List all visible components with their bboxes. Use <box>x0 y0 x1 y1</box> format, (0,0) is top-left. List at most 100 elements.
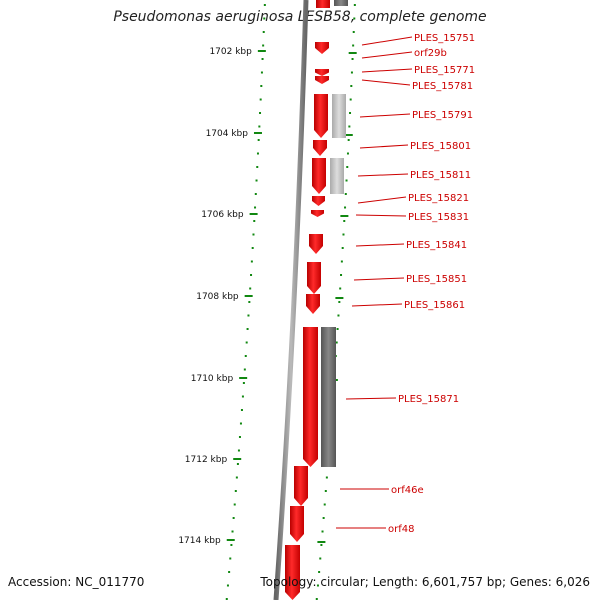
scale-dot <box>243 368 246 371</box>
gene-feature <box>303 327 318 467</box>
gene-feature <box>315 69 329 76</box>
gene-leader-line <box>361 36 413 46</box>
tick-mark <box>239 377 248 379</box>
scale-dot <box>338 301 341 303</box>
scale-dot <box>350 71 353 74</box>
scale-dot <box>250 274 253 276</box>
scale-dot <box>349 112 352 114</box>
scale-dot <box>323 503 326 506</box>
gene-feature <box>309 234 323 254</box>
scale-dot <box>232 517 235 519</box>
scale-dot <box>230 544 233 546</box>
gene-label[interactable]: PLES_15751 <box>414 33 475 44</box>
scale-dot <box>339 287 342 290</box>
gene-feature <box>311 210 324 217</box>
scale-dot <box>236 463 239 465</box>
gene-label[interactable]: orf46e <box>391 485 424 496</box>
scale-dot <box>250 260 253 263</box>
scale-dot <box>353 17 356 20</box>
tick-label: 1704 kbp <box>206 129 249 139</box>
tick-label: 1714 kbp <box>178 536 221 546</box>
axis-ticks: 1702 kbp 1704 kbp 1706 kbp 1708 kbp 1710 kbp… <box>178 47 357 546</box>
scale-dot <box>315 598 318 600</box>
scale-dot <box>240 409 243 411</box>
tick-mark <box>340 215 349 217</box>
gene-feature <box>307 262 321 294</box>
tick-label: 1710 kbp <box>191 374 234 384</box>
tick-label: 1708 kbp <box>196 292 239 302</box>
scale-dot <box>337 314 340 317</box>
scale-dot <box>242 382 245 384</box>
gene-leader-line <box>353 277 405 281</box>
gene-leader-line <box>357 196 407 204</box>
gene-label[interactable]: PLES_15841 <box>406 240 467 251</box>
scale-dot <box>229 557 232 560</box>
scale-dot <box>226 584 229 587</box>
tick-mark <box>344 134 353 136</box>
gene-labels: PLES_15751 orf29b PLES_15771 PLES_15781 PLES… <box>336 33 475 535</box>
scale-dot <box>257 139 260 141</box>
scale-dot <box>241 395 244 398</box>
scale-dot <box>247 314 250 317</box>
gene-feature <box>315 76 329 84</box>
scale-dot <box>263 4 266 6</box>
gene-label[interactable]: PLES_15791 <box>412 110 473 121</box>
gene-label[interactable]: PLES_15821 <box>408 193 469 204</box>
gene-label[interactable]: PLES_15861 <box>404 300 465 311</box>
scale-dot <box>322 517 325 519</box>
scale-dot <box>262 31 265 33</box>
gene-feature <box>315 42 329 54</box>
gene-feature <box>306 294 320 314</box>
scale-dot <box>254 193 257 195</box>
scale-dot <box>252 233 255 236</box>
scale-dot <box>353 4 356 6</box>
scale-dot <box>245 341 248 344</box>
gene-feature <box>312 158 326 194</box>
scale-dot <box>348 125 351 128</box>
gene-features <box>285 0 348 600</box>
scale-dot <box>336 328 339 330</box>
gene-label[interactable]: orf29b <box>414 48 447 59</box>
scale-dot <box>346 166 349 168</box>
gene-label[interactable]: PLES_15781 <box>412 81 473 92</box>
scale-dot <box>352 44 355 47</box>
scale-dot <box>350 85 353 87</box>
scale-dot <box>320 544 323 546</box>
tick-mark <box>244 295 253 297</box>
gene-leader-line <box>345 397 397 400</box>
scale-dot <box>260 85 263 87</box>
scale-dot <box>325 476 328 479</box>
tick-mark <box>257 50 266 52</box>
gene-feature <box>316 0 330 8</box>
gene-label[interactable]: PLES_15831 <box>408 212 469 223</box>
tick-label: 1702 kbp <box>209 47 252 57</box>
accession-text: Accession: NC_011770 <box>8 575 145 589</box>
scale-dot <box>228 571 231 573</box>
genome-backbone <box>273 0 309 600</box>
gene-label[interactable]: PLES_15801 <box>410 141 471 152</box>
scale-dot <box>342 233 345 236</box>
scale-dot <box>324 490 327 492</box>
gene-label[interactable]: PLES_15771 <box>414 65 475 76</box>
scale-dot <box>255 179 258 182</box>
gene-feature <box>314 94 328 138</box>
scale-dot <box>256 166 259 168</box>
gene-label[interactable]: orf48 <box>388 524 414 535</box>
gene-leader-line <box>357 173 409 177</box>
scale-dot <box>238 436 241 438</box>
tick-mark <box>348 52 357 54</box>
scale-dot <box>352 31 355 33</box>
scale-dot <box>234 490 237 492</box>
gene-leader-line <box>355 214 407 217</box>
scale-dot <box>319 557 322 560</box>
gene-label[interactable]: PLES_15871 <box>398 394 459 405</box>
gene-feature <box>334 0 348 6</box>
tick-label: 1712 kbp <box>185 455 228 465</box>
gene-leader-line <box>361 51 413 59</box>
gene-leader-line <box>355 243 405 247</box>
gene-leader-line <box>359 144 409 149</box>
scale-dot <box>248 301 251 303</box>
gene-label[interactable]: PLES_15811 <box>410 170 471 181</box>
gene-label[interactable]: PLES_15851 <box>406 274 467 285</box>
